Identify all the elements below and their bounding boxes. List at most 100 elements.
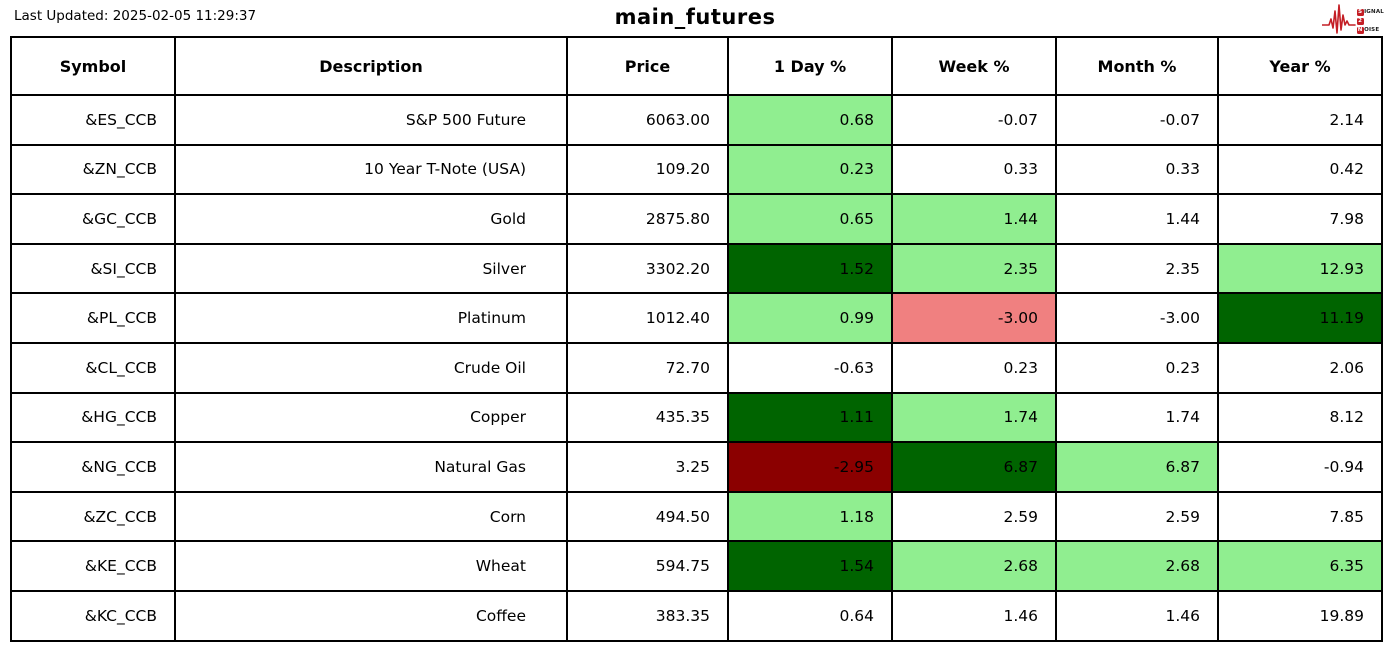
table-row: &KC_CCB Coffee 383.35 0.64 1.46 1.46 19.89 [10,589,1383,642]
pct-cell: 1.44 [891,193,1057,245]
pct-cell: -0.63 [727,341,893,394]
pct-cell: 8.12 [1217,391,1383,444]
symbol-cell: &PL_CCB [10,292,176,344]
column-header-week: Week % [891,36,1057,96]
page-title: main_futures [614,5,776,29]
pct-cell: 0.33 [1055,143,1219,196]
table-row: &ZC_CCB Corn 494.50 1.18 2.59 2.59 7.85 [10,490,1383,543]
table-row: &ZN_CCB 10 Year T-Note (USA) 109.20 0.23 0.3… [10,143,1383,196]
pct-cell: 0.68 [727,94,893,146]
pct-cell: 0.65 [727,193,893,245]
table-row: &CL_CCB Crude Oil 72.70 -0.63 0.23 0.23 2.06 [10,341,1383,394]
table-row: &PL_CCB Platinum 1012.40 0.99 -3.00 -3.00 11.1… [10,292,1383,344]
price-cell: 494.50 [566,490,729,543]
last-updated-text: Last Updated: 2025-02-05 11:29:37 [14,8,257,24]
column-header-description: Description [174,36,568,96]
table-row: &SI_CCB Silver 3302.20 1.52 2.35 2.35 12.93 [10,242,1383,295]
symbol-cell: &HG_CCB [10,391,176,444]
description-cell: Natural Gas [174,441,568,493]
column-header-year: Year % [1217,36,1383,96]
price-cell: 435.35 [566,391,729,444]
pct-cell: 7.98 [1217,193,1383,245]
table-row: &KE_CCB Wheat 594.75 1.54 2.68 2.68 6.35 [10,540,1383,592]
pct-cell: 12.93 [1217,242,1383,295]
pct-cell: 1.74 [1055,391,1219,444]
pct-cell: 6.35 [1217,540,1383,592]
price-cell: 3302.20 [566,242,729,295]
description-cell: Platinum [174,292,568,344]
pct-cell: 2.35 [1055,242,1219,295]
pct-cell: -0.07 [1055,94,1219,146]
logo-letter-n: N [1356,26,1364,34]
pct-cell: 0.99 [727,292,893,344]
pct-cell: 7.85 [1217,490,1383,543]
description-cell: Coffee [174,589,568,642]
symbol-cell: &GC_CCB [10,193,176,245]
pct-cell: 1.44 [1055,193,1219,245]
pct-cell: 2.59 [891,490,1057,543]
table-row: &GC_CCB Gold 2875.80 0.65 1.44 1.44 7.98 [10,193,1383,245]
pct-cell: 1.46 [1055,589,1219,642]
pct-cell: 0.42 [1217,143,1383,196]
pct-cell: -2.95 [727,441,893,493]
table-row: &ES_CCB S&P 500 Future 6063.00 0.68 -0.07 -0.… [10,94,1383,146]
description-cell: Copper [174,391,568,444]
table-row: &HG_CCB Copper 435.35 1.11 1.74 1.74 8.12 [10,391,1383,444]
symbol-cell: &SI_CCB [10,242,176,295]
price-cell: 594.75 [566,540,729,592]
logo-letter-2: 2 [1356,17,1364,25]
symbol-cell: &KE_CCB [10,540,176,592]
pct-cell: 0.33 [891,143,1057,196]
logo-text: S IGNAL 2 N OISE [1356,8,1384,34]
price-cell: 3.25 [566,441,729,493]
pct-cell: -0.07 [891,94,1057,146]
symbol-cell: &ZN_CCB [10,143,176,196]
pct-cell: 2.14 [1217,94,1383,146]
symbol-cell: &NG_CCB [10,441,176,493]
pct-cell: 2.68 [1055,540,1219,592]
table-header-row: Symbol Description Price 1 Day % Week % Month… [10,36,1383,96]
pct-cell: 0.23 [1055,341,1219,394]
column-header-price: Price [566,36,729,96]
description-cell: Crude Oil [174,341,568,394]
symbol-cell: &KC_CCB [10,589,176,642]
column-header-1-day: 1 Day % [727,36,893,96]
pct-cell: 0.23 [727,143,893,196]
waveform-icon [1320,2,1356,40]
pct-cell: 1.18 [727,490,893,543]
pct-cell: 2.68 [891,540,1057,592]
symbol-cell: &ES_CCB [10,94,176,146]
pct-cell: -3.00 [1055,292,1219,344]
description-cell: S&P 500 Future [174,94,568,146]
table-row: &NG_CCB Natural Gas 3.25 -2.95 6.87 6.87 -0.94 [10,441,1383,493]
price-cell: 6063.00 [566,94,729,146]
pct-cell: 2.35 [891,242,1057,295]
pct-cell: 6.87 [891,441,1057,493]
pct-cell: 19.89 [1217,589,1383,642]
price-cell: 2875.80 [566,193,729,245]
pct-cell: -0.94 [1217,441,1383,493]
description-cell: 10 Year T-Note (USA) [174,143,568,196]
pct-cell: 2.06 [1217,341,1383,394]
column-header-symbol: Symbol [10,36,176,96]
price-cell: 383.35 [566,589,729,642]
pct-cell: 6.87 [1055,441,1219,493]
description-cell: Corn [174,490,568,543]
price-cell: 72.70 [566,341,729,394]
pct-cell: 0.23 [891,341,1057,394]
pct-cell: 1.54 [727,540,893,592]
pct-cell: 1.74 [891,391,1057,444]
logo-letter-s: S [1356,8,1364,16]
pct-cell: 0.64 [727,589,893,642]
pct-cell: 1.46 [891,589,1057,642]
pct-cell: 2.59 [1055,490,1219,543]
description-cell: Silver [174,242,568,295]
signal2noise-logo: S IGNAL 2 N OISE [1320,2,1384,40]
pct-cell: -3.00 [891,292,1057,344]
description-cell: Wheat [174,540,568,592]
pct-cell: 11.19 [1217,292,1383,344]
symbol-cell: &CL_CCB [10,341,176,394]
futures-table: Symbol Description Price 1 Day % Week % Month… [10,36,1383,642]
price-cell: 1012.40 [566,292,729,344]
